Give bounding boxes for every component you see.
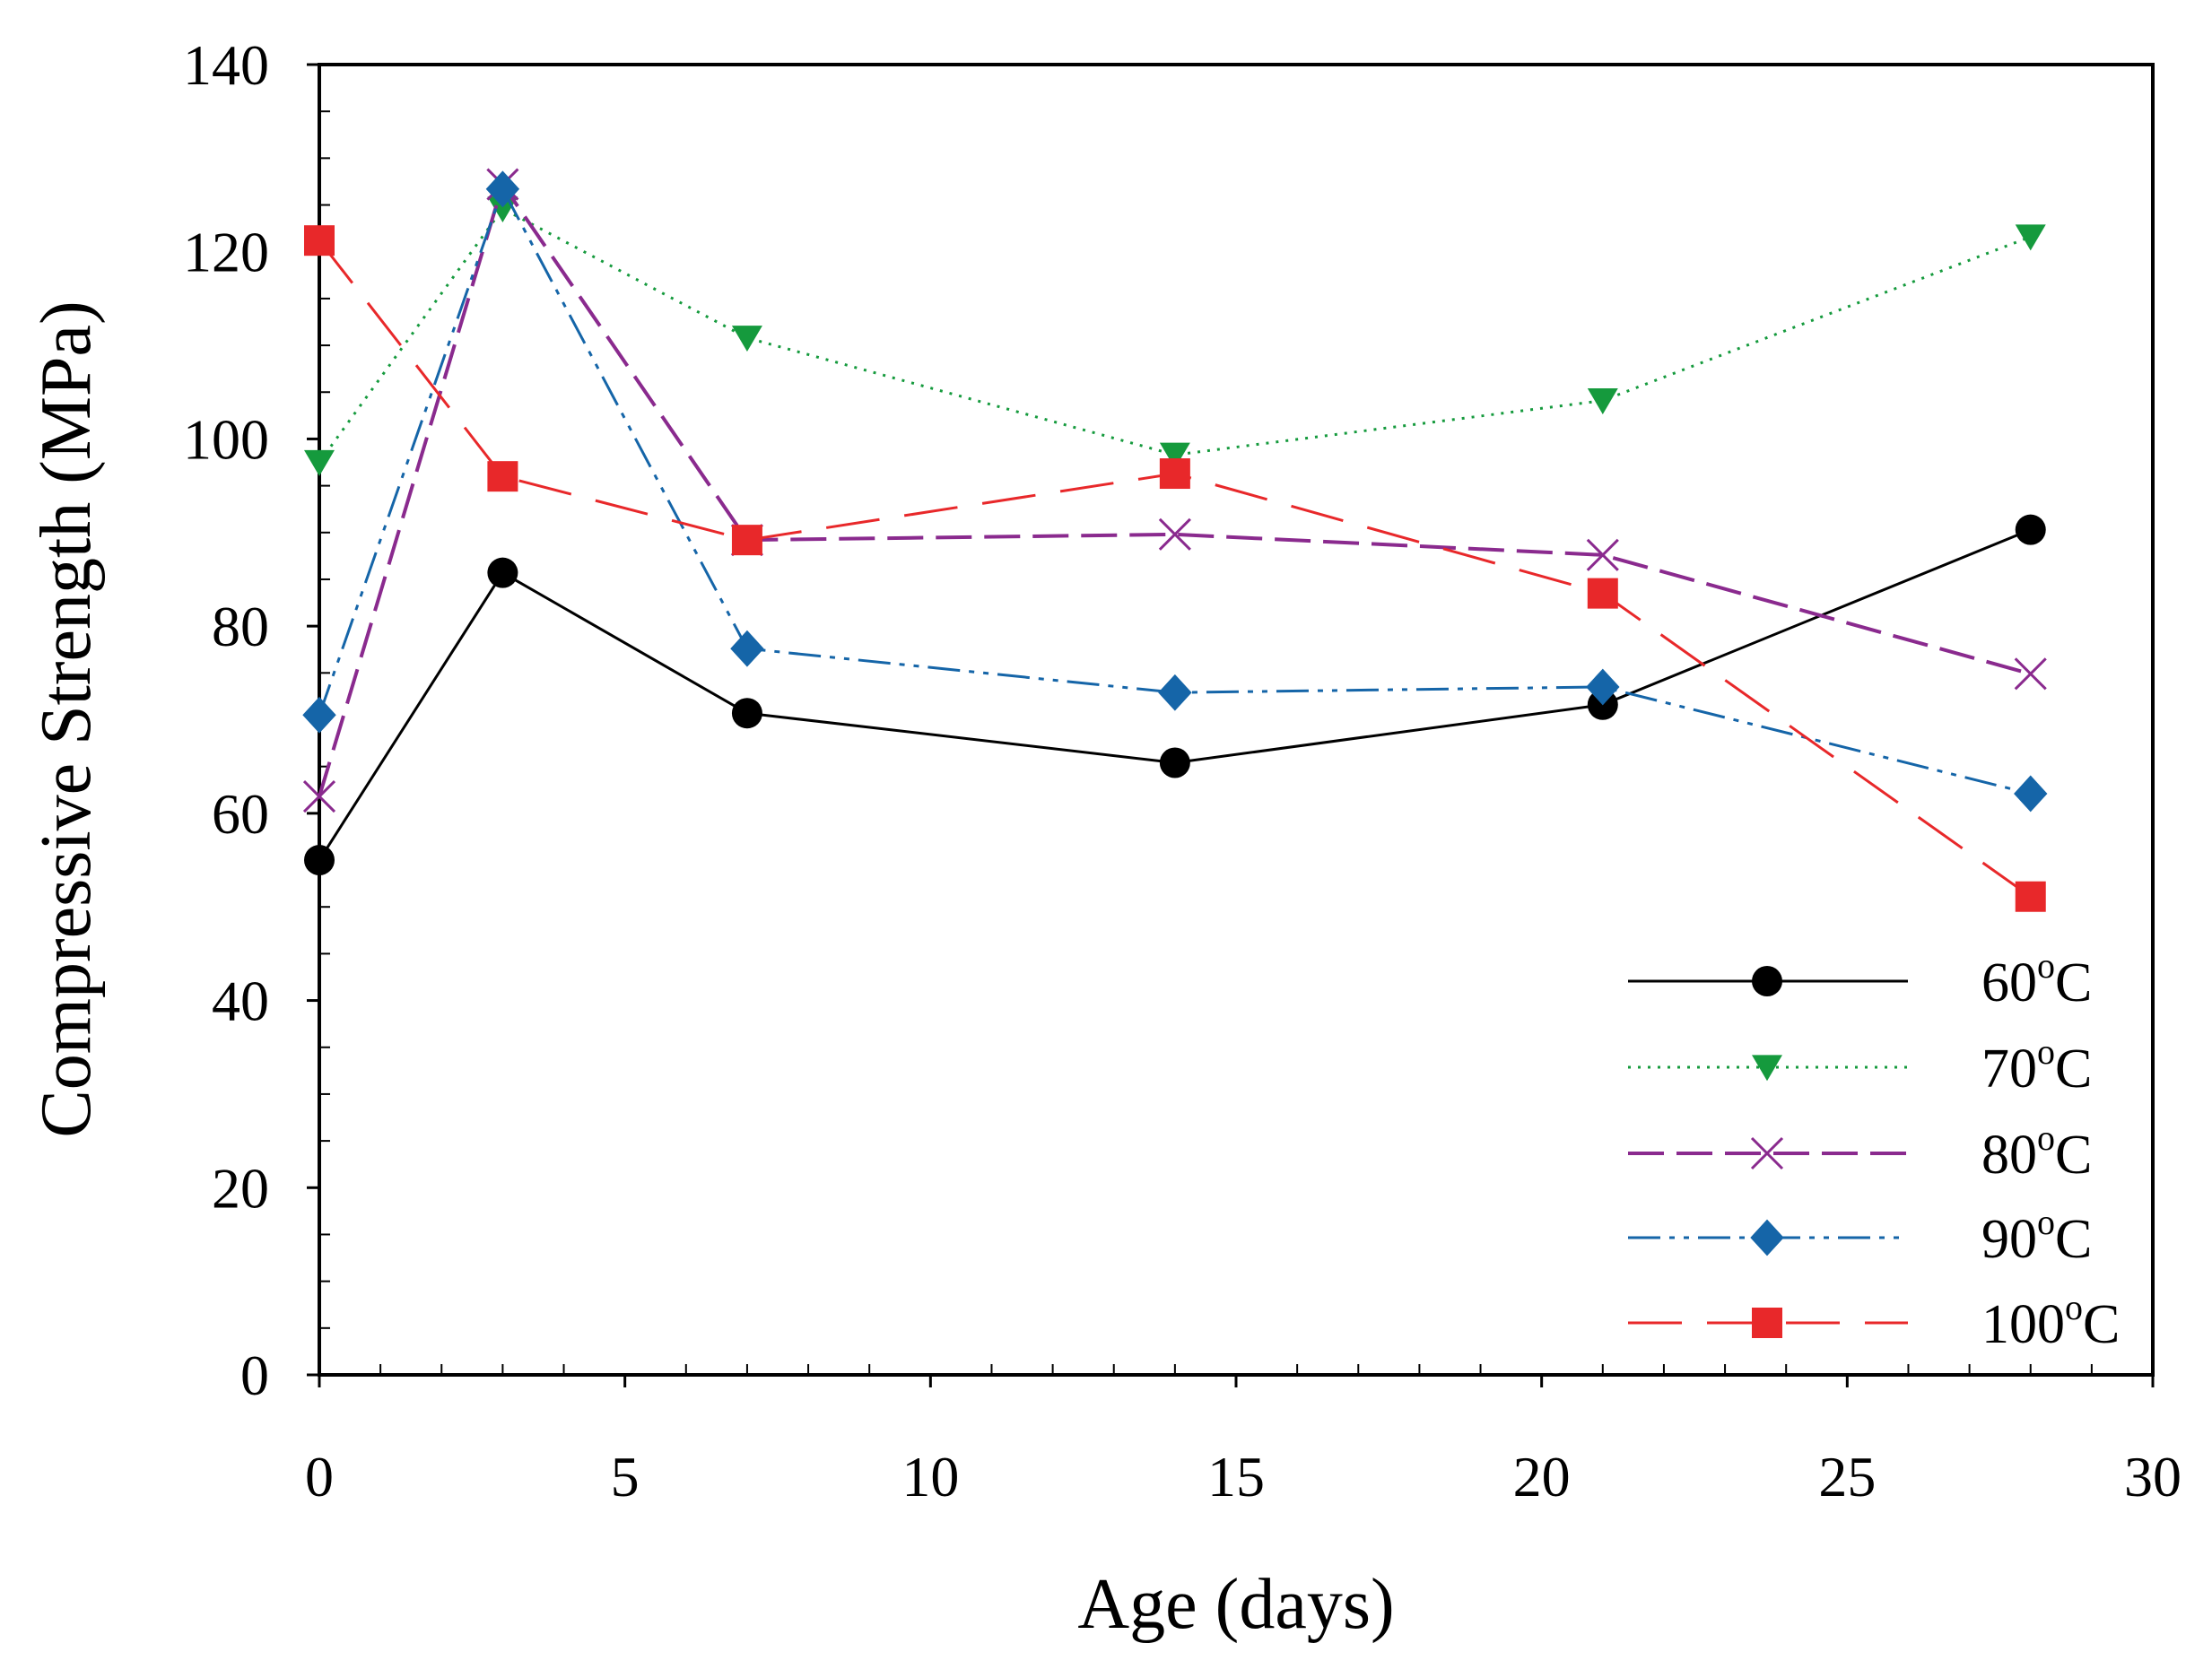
data-point	[731, 326, 762, 352]
legend-marker	[1752, 1308, 1782, 1338]
data-point	[304, 845, 335, 876]
legend-item-60: 60oC	[1628, 945, 2092, 1013]
x-tick-label: 30	[2124, 1445, 2182, 1508]
data-point	[1158, 674, 1192, 711]
data-point	[2014, 775, 2048, 813]
legend-marker	[1752, 966, 1782, 996]
y-tick-label: 60	[212, 782, 269, 846]
x-tick-label: 0	[305, 1445, 334, 1508]
series-line	[318, 239, 2032, 898]
legend-label: 80oC	[1981, 1117, 2092, 1186]
y-tick-label: 100	[183, 407, 269, 471]
series-line	[318, 186, 2032, 796]
legend-label: 60oC	[1981, 945, 2092, 1013]
legend-item-100: 100oC	[1628, 1287, 2120, 1355]
x-tick-label: 15	[1207, 1445, 1265, 1508]
data-point	[1587, 388, 1618, 414]
y-tick-label: 140	[183, 33, 269, 97]
plot-frame	[318, 63, 2155, 1377]
data-point	[731, 698, 762, 729]
legend-marker	[1750, 1136, 1784, 1170]
y-tick-label: 120	[183, 221, 269, 284]
legend-marker	[1750, 1219, 1784, 1256]
legend-label: 100oC	[1981, 1287, 2120, 1355]
data-point	[1158, 517, 1191, 551]
data-point	[2015, 514, 2046, 545]
y-tick-label: 80	[212, 595, 269, 658]
data-point	[1586, 538, 1619, 571]
x-tick-label: 5	[611, 1445, 640, 1508]
series-90	[302, 170, 2048, 813]
x-axis-title: Age (days)	[1077, 1565, 1394, 1644]
series-70	[304, 196, 2046, 476]
legend-label: 90oC	[1981, 1202, 2092, 1270]
data-point	[2015, 881, 2046, 912]
series-60	[304, 514, 2046, 876]
data-point	[1159, 747, 1190, 778]
x-tick-label: 10	[901, 1445, 959, 1508]
series-80	[302, 168, 2047, 813]
legend-item-80: 80oC	[1628, 1117, 2092, 1186]
y-tick-label: 40	[212, 969, 269, 1033]
data-point	[487, 557, 518, 588]
data-point	[730, 630, 764, 667]
data-point	[2014, 657, 2047, 691]
legend-label: 70oC	[1981, 1031, 2092, 1100]
data-point	[1587, 578, 1618, 609]
y-axis-title: Compressive Strength (MPa)	[27, 300, 106, 1137]
series-line	[318, 180, 2032, 797]
legend-item-70: 70oC	[1628, 1031, 2092, 1100]
x-tick-label: 25	[1818, 1445, 1876, 1508]
series-line	[318, 206, 2032, 464]
x-tick-label: 20	[1513, 1445, 1571, 1508]
data-point	[2015, 224, 2046, 251]
legend: 60oC 70oC 80oC 90oC 100oC	[1628, 945, 2120, 1355]
data-point	[302, 780, 336, 813]
data-point	[1159, 458, 1190, 490]
data-point	[1159, 442, 1190, 469]
data-point	[304, 225, 335, 256]
series-100	[304, 225, 2046, 912]
axes: 0 5 10 15 20 25 30 0 20 40 60 80 100 120 140	[183, 33, 2182, 1508]
data-point	[487, 461, 518, 492]
data-point	[1586, 668, 1620, 706]
data-point	[302, 696, 336, 734]
series-line	[318, 528, 2032, 861]
data-point	[304, 449, 335, 476]
legend-item-90: 90oC	[1628, 1202, 2092, 1270]
y-tick-label: 0	[240, 1343, 269, 1407]
data-point	[731, 525, 762, 556]
data-point	[485, 170, 520, 208]
series-layer	[302, 168, 2048, 912]
y-tick-label: 20	[212, 1156, 269, 1220]
legend-marker	[1752, 1055, 1782, 1082]
